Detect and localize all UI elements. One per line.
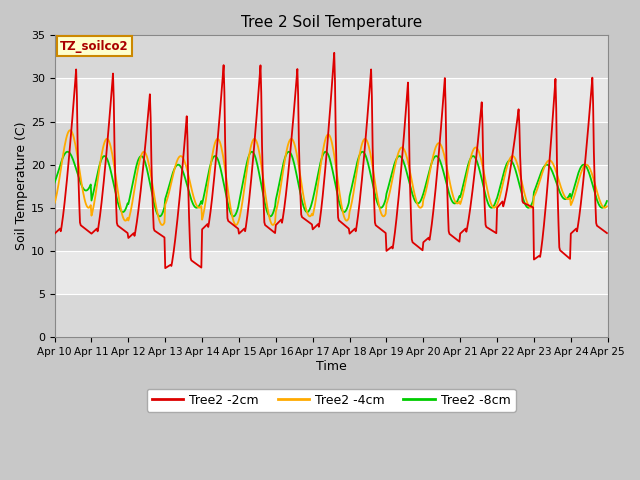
Bar bbox=[54, 294, 608, 337]
Bar bbox=[54, 121, 608, 165]
Bar bbox=[54, 251, 608, 294]
Bar bbox=[54, 165, 608, 208]
Text: TZ_soilco2: TZ_soilco2 bbox=[60, 40, 129, 53]
Title: Tree 2 Soil Temperature: Tree 2 Soil Temperature bbox=[241, 15, 422, 30]
Legend: Tree2 -2cm, Tree2 -4cm, Tree2 -8cm: Tree2 -2cm, Tree2 -4cm, Tree2 -8cm bbox=[147, 389, 516, 412]
Bar bbox=[54, 208, 608, 251]
Bar bbox=[54, 78, 608, 121]
Bar bbox=[54, 36, 608, 78]
Y-axis label: Soil Temperature (C): Soil Temperature (C) bbox=[15, 122, 28, 251]
X-axis label: Time: Time bbox=[316, 360, 346, 372]
